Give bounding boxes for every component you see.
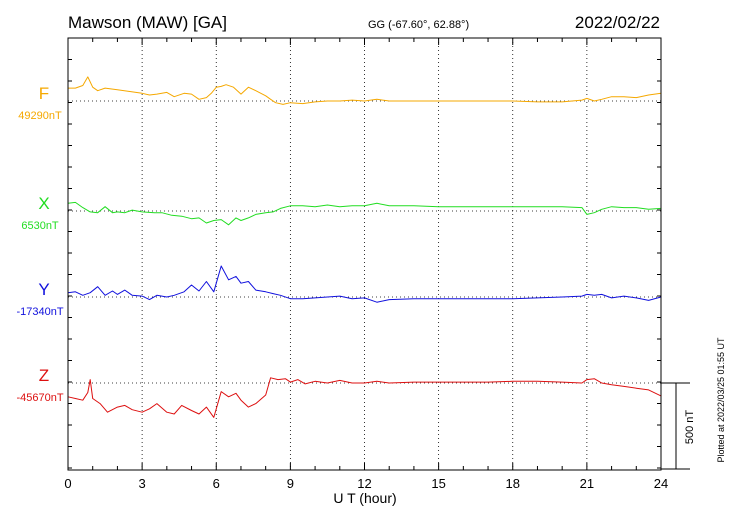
x-tick-label: 15: [431, 476, 445, 491]
series-name-z: Z: [39, 366, 49, 385]
x-tick-label: 9: [287, 476, 294, 491]
series-name-f: F: [39, 84, 49, 103]
series-labels: F 49290nT X 6530nT Y -17340nT Z -45670nT: [16, 84, 63, 404]
scale-bar-label: 500 nT: [684, 410, 696, 445]
date-label: 2022/02/22: [575, 13, 660, 32]
coordinates-label: GG (-67.60°, 62.88°): [368, 19, 469, 31]
trace-x: [67, 201, 662, 226]
baseline-value-x: 6530nT: [21, 220, 59, 232]
x-tick-label: 6: [213, 476, 220, 491]
station-title: Mawson (MAW) [GA]: [68, 13, 227, 32]
series-name-y: Y: [38, 280, 49, 299]
x-tick-label: 12: [357, 476, 371, 491]
axis-ticks: 0 3 6 9 12 15 18 21 24: [64, 38, 668, 491]
x-tick-label: 21: [580, 476, 594, 491]
plotted-note: Plotted at 2022/03/25 01:55 UT: [716, 337, 726, 463]
trace-f: [68, 76, 662, 105]
trace-y: [67, 265, 662, 303]
baseline-value-z: -45670nT: [16, 392, 63, 404]
baseline-value-f: 49290nT: [18, 110, 62, 122]
x-tick-label: 3: [139, 476, 146, 491]
baseline-value-y: -17340nT: [16, 306, 63, 318]
series-name-x: X: [38, 194, 49, 213]
x-tick-label: 24: [654, 476, 668, 491]
scale-bar: [661, 382, 690, 470]
trace-z: [67, 377, 662, 418]
trace-group: [67, 76, 662, 418]
grid-lines: [141, 38, 588, 470]
x-axis-label: U T (hour): [333, 490, 396, 506]
x-tick-label: 18: [506, 476, 520, 491]
x-tick-label: 0: [64, 476, 71, 491]
